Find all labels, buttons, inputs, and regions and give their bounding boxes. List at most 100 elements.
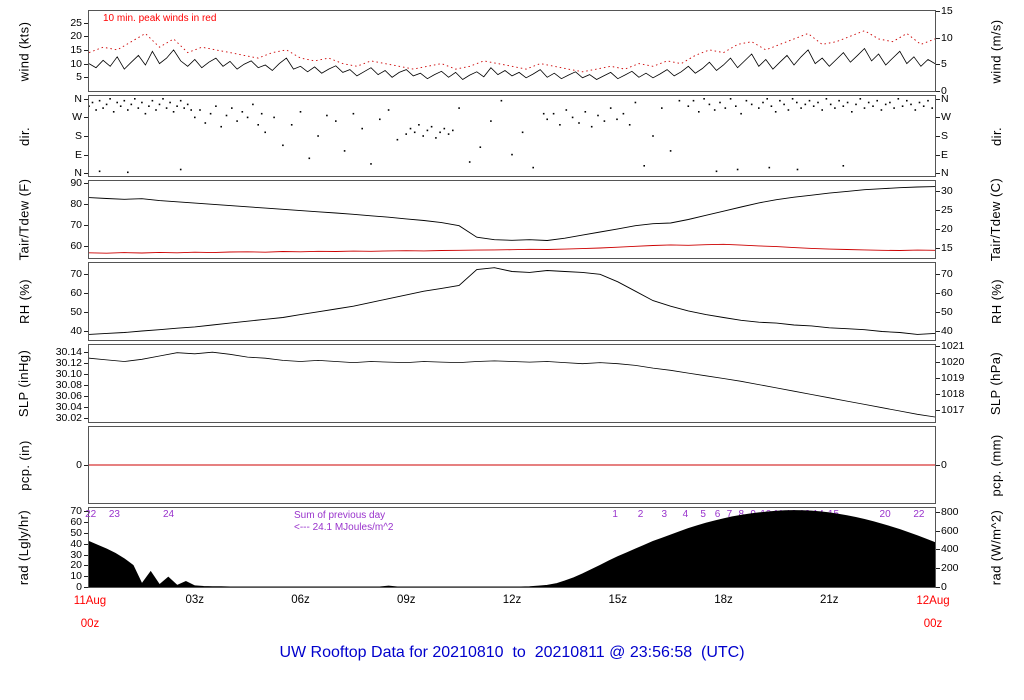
tick-mark [936,210,940,212]
tick-mark [84,136,88,137]
tick-mark [84,522,88,524]
tick-mark [936,191,940,193]
tick-label: N [74,92,82,105]
radiation-sum-hour-mark: 23 [108,509,120,520]
tick-label: 15 [941,241,953,254]
tick-mark [84,511,88,513]
tick-label: 30 [941,185,953,198]
tick-mark [936,330,940,332]
tick-label: 30.02 [55,411,82,424]
radiation-sum-hour-mark: 4 [682,509,689,520]
axis-label-rh-right: RH (%) [988,278,1004,325]
x-tick-label: 12z [502,594,522,606]
tick-label: 10 [70,57,82,70]
radiation-sum-hour-mark: 2 [637,509,644,520]
axis-label-slp-right: SLP (hPa) [988,351,1004,416]
tick-mark [84,395,88,397]
tick-mark [936,247,940,249]
tick-mark [84,330,88,332]
pcp-plot [89,464,935,466]
axis-label-temp-left: Tair/Tdew (F) [16,178,32,261]
panel-radiation: Sum of previous day <--- 24.1 MJoules/m^… [85,507,936,588]
tick-mark [84,565,88,567]
tick-mark [84,63,88,65]
radiation-sum-hour-mark: 24 [162,509,175,520]
figure-title: UW Rooftop Data for 20210810 to 20210811… [279,644,745,661]
rad-plot [89,510,935,587]
tick-mark [936,511,940,513]
tick-label: 200 [941,562,959,575]
tick-label: 800 [941,505,959,518]
tick-mark [84,465,88,466]
tick-label: S [941,130,949,142]
tick-mark [84,587,88,588]
tick-mark [84,173,88,175]
tick-mark [84,203,88,205]
radiation-sum-hour-mark: 5 [700,509,706,520]
radiation-sum-hour-mark: 6 [714,509,721,520]
tick-mark [84,373,88,375]
tick-mark [936,568,940,570]
tick-mark [936,587,940,588]
tick-label: 10 [70,570,82,583]
tick-label: 40 [70,537,82,550]
tick-label: 1018 [941,387,965,400]
axis-label-wind-right: wind (m/s) [988,19,1004,83]
tick-label: 15 [70,43,82,56]
x-tick-label: 21z [819,594,839,606]
tick-label: 30.10 [55,367,82,380]
tick-mark [936,530,940,532]
axis-label-dir-right: dir. [988,126,1004,146]
tick-mark [936,117,940,119]
panel-relative-humidity [88,262,936,341]
tick-label: 60 [941,287,953,300]
axis-label-slp-left: SLP (inHg) [16,349,32,418]
tick-label: 50 [70,526,82,539]
x-tick-label: 18z [714,594,733,606]
tick-mark [936,378,940,379]
tick-mark [936,345,940,347]
tick-label: 70 [70,505,82,518]
tick-mark [936,136,940,137]
x-axis-date-left: 11Aug 00z [73,595,107,630]
tick-label: 15 [941,5,953,18]
temp-plot [89,186,935,254]
tick-mark [84,543,88,545]
radiation-sum-hour-mark: 22 [913,509,925,520]
tick-label: 10 [941,31,953,44]
tick-label: 1019 [941,372,965,384]
tick-mark [84,36,88,38]
tick-label: 70 [941,268,953,281]
tick-label: 30.12 [55,356,82,369]
tick-mark [84,22,88,24]
tick-label: 30.08 [55,378,82,391]
tick-mark [84,293,88,295]
axis-label-rad-left: rad (Lgly/hr) [16,509,32,586]
tick-label: 0 [941,459,947,471]
axis-label-pcp-left: pcp. (in) [16,439,32,491]
axis-label-pcp-right: pcp. (mm) [988,433,1004,497]
tick-label: 30.14 [55,345,82,358]
axis-label-wind-left: wind (kts) [16,21,32,81]
tick-mark [936,98,940,100]
x-axis-date-right: 12Aug 00z [916,595,950,630]
tick-label: 40 [941,324,953,337]
tick-mark [936,293,940,295]
tick-label: N [74,167,82,180]
axis-label-temp-right: Tair/Tdew (C) [988,177,1004,262]
radiation-sum-annotation: Sum of previous day <--- 24.1 MJoules/m^… [294,510,394,533]
tick-mark [84,274,88,276]
tick-label: 400 [941,543,959,556]
tick-mark [936,11,940,13]
axis-label-rad-right: rad (W/m^2) [988,509,1004,586]
tick-label: 25 [941,204,953,217]
tick-mark [936,91,940,92]
panel-wind-direction [88,95,936,177]
tick-mark [936,64,940,66]
tick-mark [936,173,940,175]
tick-mark [84,351,88,353]
tick-mark [936,274,940,276]
tick-mark [936,154,940,156]
tick-mark [84,77,88,79]
panel-wind: 10 min. peak winds in red [88,10,936,92]
